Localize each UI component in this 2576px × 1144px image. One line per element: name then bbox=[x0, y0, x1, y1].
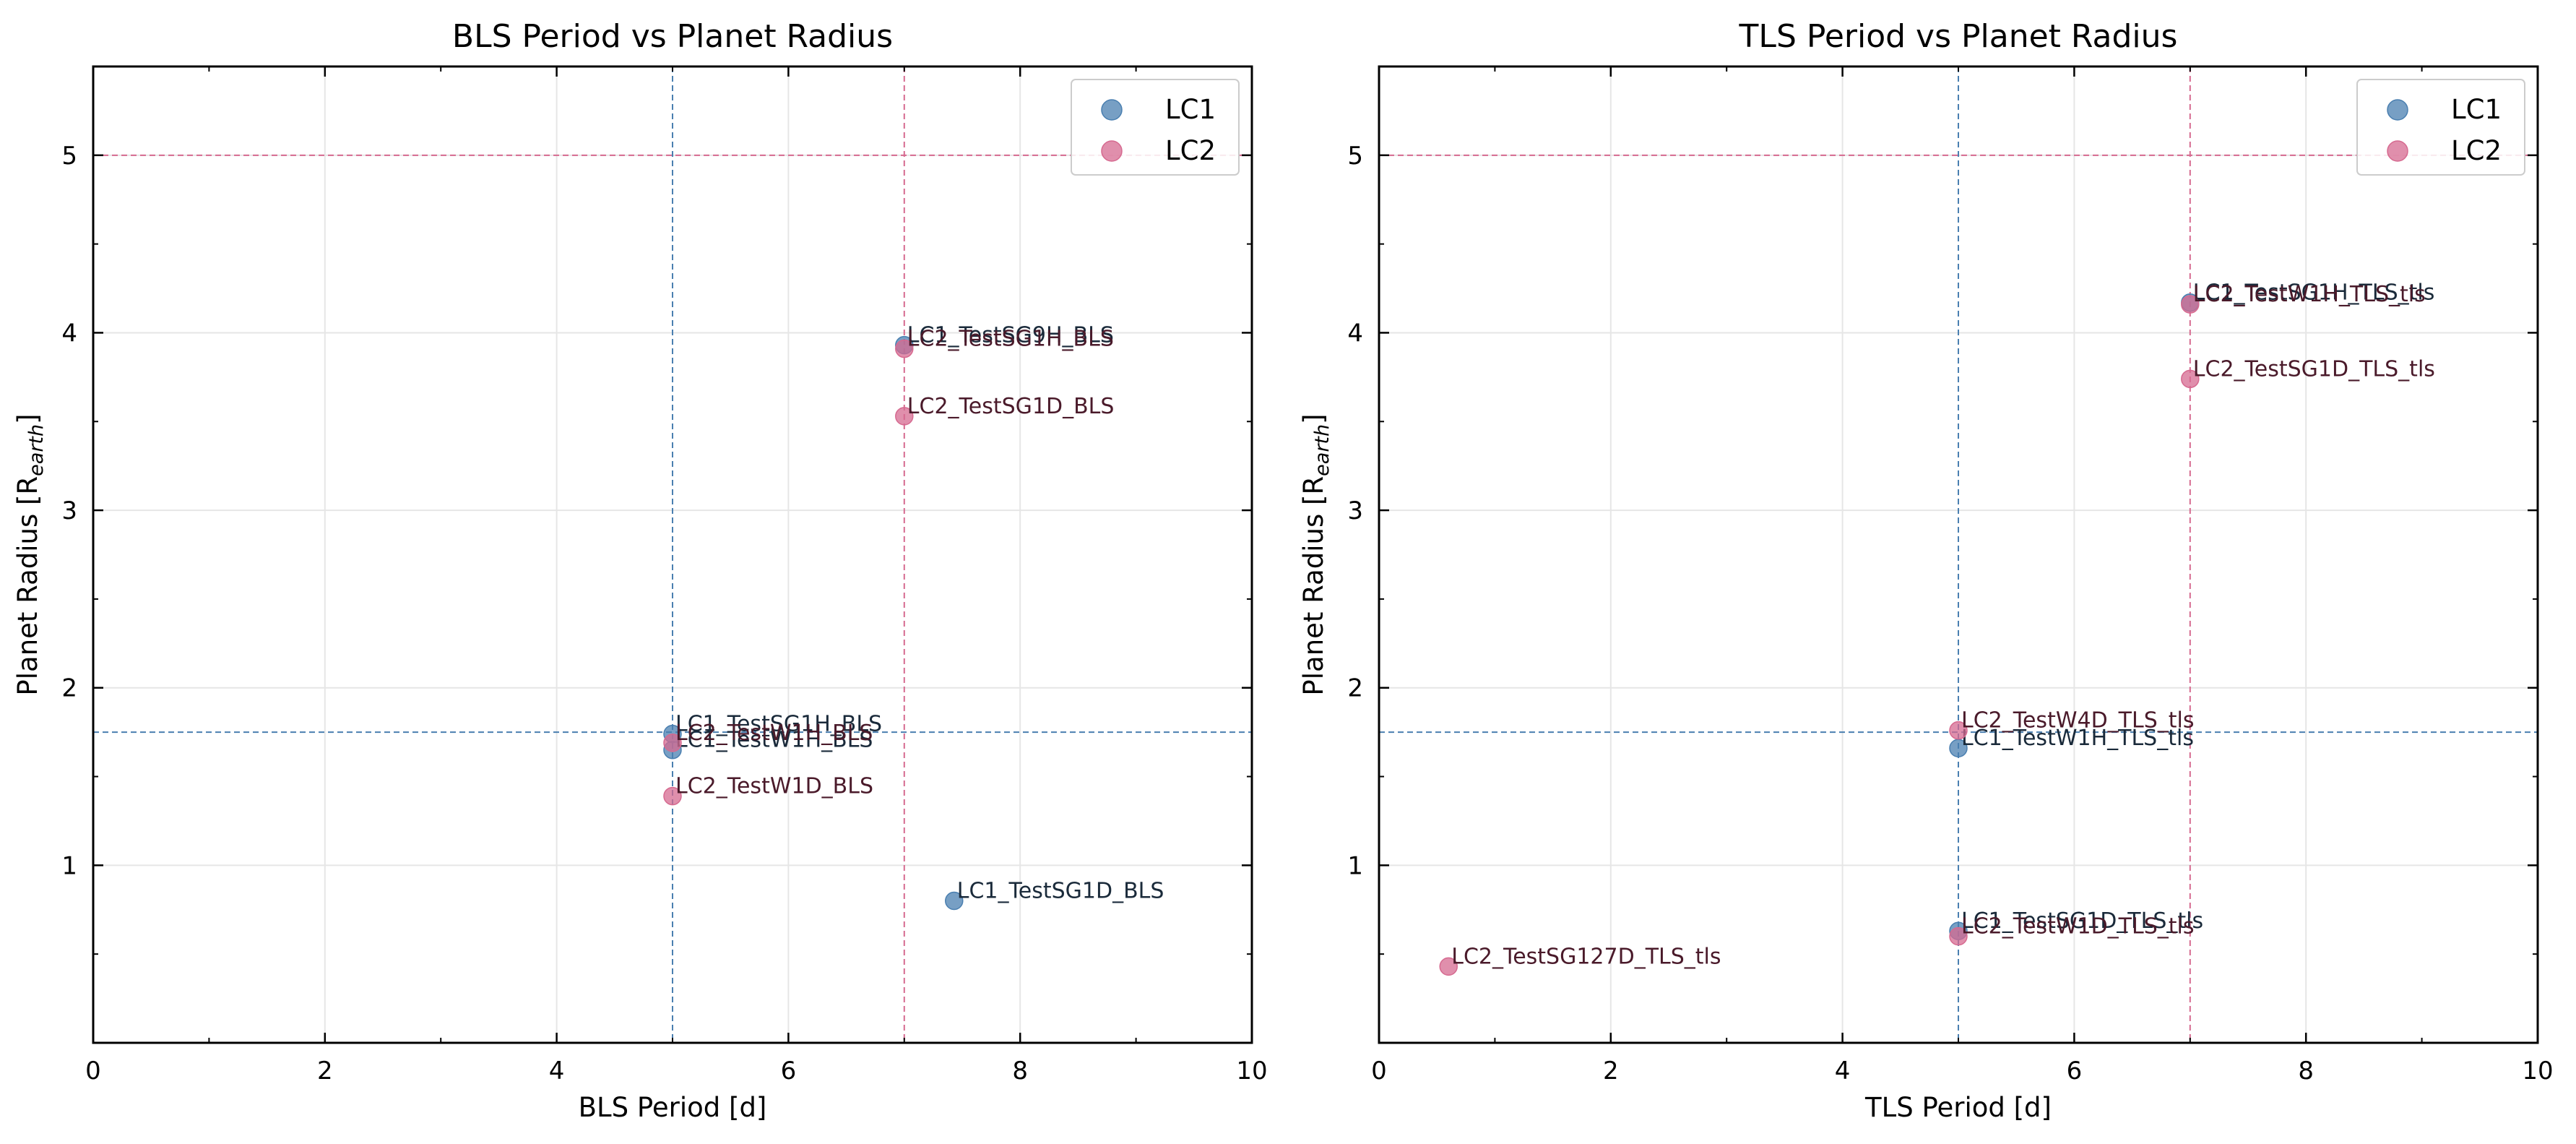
data-point-lc2 bbox=[1949, 926, 1968, 946]
data-point-lc2 bbox=[663, 734, 682, 752]
x-tick-label: 8 bbox=[2298, 1057, 2314, 1085]
point-label: LC1_TestSG9H_BLS bbox=[907, 323, 1114, 348]
legend-label-lc1: LC1 bbox=[1165, 94, 1216, 125]
x-axis-label: TLS Period [d] bbox=[1864, 1092, 2052, 1123]
y-axis-label-subscript: earth bbox=[25, 424, 48, 476]
point-label: LC2_TestSG1D_TLS_tls bbox=[2193, 356, 2435, 382]
x-axis-label: BLS Period [d] bbox=[579, 1092, 767, 1123]
y-tick-label: 1 bbox=[61, 851, 77, 880]
point-label: LC2_TestW1H_BLS bbox=[675, 721, 873, 746]
point-label: LC1_TestSG1H_TLS_tls bbox=[2193, 280, 2435, 306]
point-label: LC1_TestSG1D_BLS bbox=[957, 878, 1164, 903]
data-point-lc2 bbox=[2181, 295, 2200, 314]
legend-label-lc1: LC1 bbox=[2451, 94, 2502, 125]
data-point-lc2 bbox=[2181, 369, 2200, 389]
legend-marker-lc2 bbox=[2387, 140, 2408, 162]
y-tick-label: 2 bbox=[1347, 674, 1363, 703]
x-tick-label: 2 bbox=[317, 1057, 333, 1085]
x-tick-label: 0 bbox=[85, 1057, 101, 1085]
y-axis-label-close: ] bbox=[12, 413, 43, 423]
y-tick-label: 3 bbox=[1347, 496, 1363, 525]
point-label: LC2_TestSG1H_BLS bbox=[907, 327, 1114, 352]
point-label: LC1_TestSG1H_BLS bbox=[675, 712, 882, 737]
legend-marker-lc1 bbox=[2387, 99, 2408, 121]
y-tick-label: 5 bbox=[1347, 142, 1363, 171]
x-tick-label: 10 bbox=[1236, 1057, 1267, 1085]
x-tick-label: 0 bbox=[1371, 1057, 1387, 1085]
y-axis-label-subscript: earth bbox=[1311, 424, 1334, 476]
y-tick-label: 4 bbox=[61, 319, 77, 348]
chart-title: TLS Period vs Planet Radius bbox=[1739, 18, 2178, 55]
data-point-lc2 bbox=[663, 786, 682, 806]
data-point-lc2 bbox=[1439, 957, 1458, 976]
chart-title: BLS Period vs Planet Radius bbox=[452, 18, 893, 55]
y-axis-label: Planet Radius [Rearth] bbox=[12, 413, 48, 695]
y-tick-label: 4 bbox=[1347, 319, 1363, 348]
y-tick-label: 1 bbox=[1347, 851, 1363, 880]
point-label: LC1_TestW1H_BLS bbox=[675, 728, 873, 753]
x-tick-label: 6 bbox=[2067, 1057, 2083, 1085]
point-label: LC2_TestW1H_TLS_tls bbox=[2193, 282, 2426, 307]
y-axis-label: Planet Radius [Rearth] bbox=[1298, 413, 1334, 695]
point-label: LC1_TestSG1D_TLS_tls bbox=[1961, 908, 2203, 934]
x-tick-label: 4 bbox=[549, 1057, 565, 1085]
legend-label-lc2: LC2 bbox=[2451, 135, 2502, 166]
data-point-lc2 bbox=[1949, 721, 1968, 740]
x-tick-label: 10 bbox=[2522, 1057, 2553, 1085]
legend-label-lc2: LC2 bbox=[1165, 135, 1216, 166]
point-label: LC2_TestSG127D_TLS_tls bbox=[1451, 944, 1721, 969]
point-label: LC2_TestW4D_TLS_tls bbox=[1961, 708, 2195, 734]
x-tick-label: 8 bbox=[1012, 1057, 1028, 1085]
point-label: LC2_TestW1D_BLS bbox=[675, 774, 873, 799]
y-axis-label-main: Planet Radius [R bbox=[12, 476, 43, 696]
y-axis-label-main: Planet Radius [R bbox=[1298, 476, 1329, 696]
y-tick-label: 2 bbox=[61, 674, 77, 703]
data-point-lc1 bbox=[945, 891, 964, 911]
point-label: LC2_TestSG1D_BLS bbox=[907, 394, 1115, 419]
x-tick-label: 4 bbox=[1835, 1057, 1851, 1085]
x-tick-label: 2 bbox=[1603, 1057, 1619, 1085]
point-label: LC2_TestW1D_TLS_tls bbox=[1961, 914, 2195, 939]
y-tick-label: 3 bbox=[61, 496, 77, 525]
legend-marker-lc2 bbox=[1101, 140, 1123, 162]
data-point-lc2 bbox=[895, 407, 914, 426]
data-point-lc2 bbox=[895, 339, 914, 358]
y-tick-label: 5 bbox=[61, 142, 77, 171]
legend-marker-lc1 bbox=[1101, 99, 1123, 121]
x-tick-label: 6 bbox=[781, 1057, 797, 1085]
point-label: LC1_TestW1H_TLS_tls bbox=[1961, 726, 2194, 751]
y-axis-label-close: ] bbox=[1298, 413, 1329, 423]
